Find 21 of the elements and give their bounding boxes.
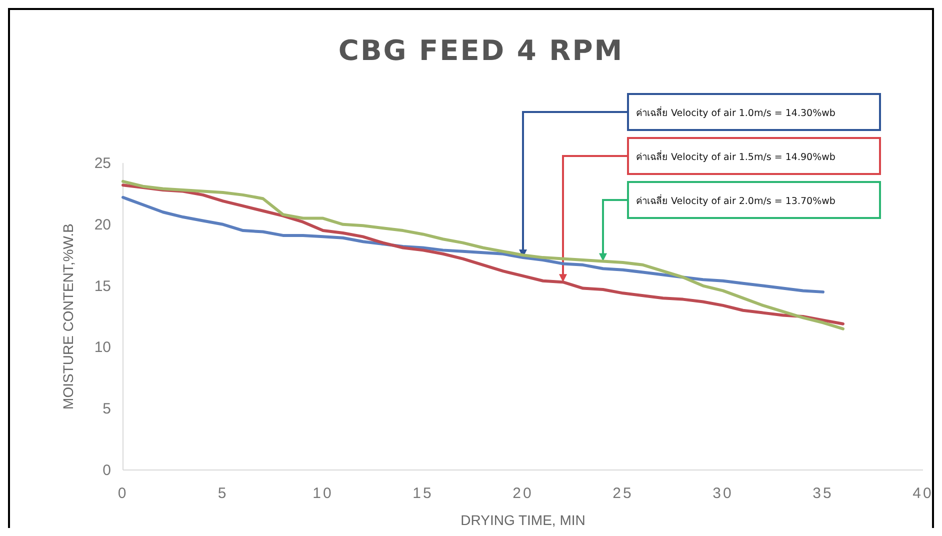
y-tick-label: 15 <box>94 278 111 295</box>
y-tick-label: 25 <box>94 155 111 172</box>
y-axis-title: MOISTURE CONTENT,%W.B <box>60 224 76 410</box>
x-tick-label: 10 <box>312 485 334 502</box>
x-tick-label: 25 <box>612 485 634 502</box>
x-tick-label: 20 <box>512 485 534 502</box>
x-tick-label: 30 <box>712 485 734 502</box>
x-tick-label: 5 <box>218 485 228 502</box>
x-tick-label: 40 <box>912 485 934 502</box>
x-tick-label: 0 <box>118 485 128 502</box>
x-axis-title: DRYING TIME, MIN <box>460 512 586 528</box>
x-tick-label: 35 <box>812 485 834 502</box>
y-tick-label: 20 <box>94 216 111 234</box>
chart-title: CBG FEED 4 RPM <box>338 34 624 67</box>
y-tick-label: 10 <box>94 339 111 356</box>
y-tick-label: 0 <box>102 462 111 479</box>
annotation: ค่าเฉลี่ย Velocity of air 2.0m/s = 13.70%wb <box>636 194 836 207</box>
annotation: ค่าเฉลี่ย Velocity of air 1.0m/s = 14.30%wb <box>636 106 836 119</box>
x-tick-label: 15 <box>412 485 434 502</box>
annotation: ค่าเฉลี่ย Velocity of air 1.5m/s = 14.90%wb <box>636 150 836 163</box>
y-tick-label: 5 <box>102 400 111 418</box>
